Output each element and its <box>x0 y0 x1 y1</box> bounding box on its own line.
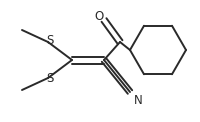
Text: O: O <box>94 10 104 22</box>
Text: S: S <box>46 35 54 47</box>
Text: N: N <box>134 93 142 107</box>
Text: S: S <box>46 72 54 86</box>
